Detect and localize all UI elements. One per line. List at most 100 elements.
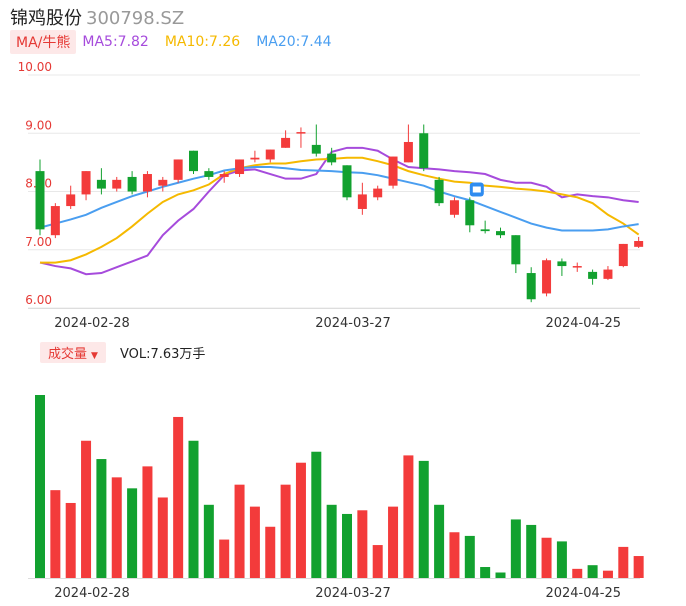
volume-bar[interactable] <box>418 460 429 578</box>
candle[interactable] <box>465 197 475 233</box>
volume-bar[interactable] <box>434 504 445 578</box>
ma-mode-button[interactable]: MA/牛熊 <box>10 30 77 54</box>
volume-bar[interactable] <box>203 504 214 578</box>
volume-value: VOL:7.63万手 <box>119 346 206 362</box>
volume-bar[interactable] <box>234 484 245 578</box>
candle-body <box>173 159 183 180</box>
volume-bar[interactable] <box>372 545 383 578</box>
volume-bar[interactable] <box>480 567 491 578</box>
candle[interactable] <box>434 176 444 207</box>
price-tick-label: 7.00 <box>25 235 52 249</box>
candle[interactable] <box>373 185 383 201</box>
candle-body <box>189 150 198 172</box>
candle-body <box>542 260 552 294</box>
volume-bar[interactable] <box>633 556 644 578</box>
candle[interactable] <box>189 150 198 175</box>
volume-bar[interactable] <box>556 541 567 578</box>
candle[interactable] <box>235 159 245 177</box>
volume-bar[interactable] <box>280 484 291 578</box>
volume-bar[interactable] <box>35 395 45 578</box>
candle[interactable] <box>96 168 106 195</box>
volume-bar[interactable] <box>188 440 199 578</box>
candle[interactable] <box>342 165 352 201</box>
volume-bar[interactable] <box>572 568 583 578</box>
volume-legend: 成交量 ▼ VOL:7.63万手 <box>40 341 206 363</box>
volume-bar[interactable] <box>81 440 92 578</box>
volume-bar[interactable] <box>111 477 122 578</box>
candle[interactable] <box>265 149 275 163</box>
volume-bar[interactable] <box>342 513 352 578</box>
candle[interactable] <box>388 156 398 189</box>
candle[interactable] <box>634 236 644 249</box>
candle[interactable] <box>480 220 490 234</box>
candle[interactable] <box>112 176 122 192</box>
candle-body <box>572 266 582 268</box>
date-tick-label: 2024-04-25 <box>545 316 621 331</box>
candle[interactable] <box>511 235 521 274</box>
candle[interactable] <box>327 147 337 166</box>
candle[interactable] <box>496 227 505 239</box>
candle-body <box>403 141 413 163</box>
volume-bar[interactable] <box>157 497 168 578</box>
volume-bar[interactable] <box>449 532 460 578</box>
candle[interactable] <box>219 171 229 183</box>
volume-bar[interactable] <box>219 539 230 578</box>
volume-bar[interactable] <box>541 537 552 578</box>
volume-bar[interactable] <box>249 506 260 578</box>
candle-body <box>588 271 598 279</box>
candle[interactable] <box>542 258 552 297</box>
volume-bar[interactable] <box>142 466 153 578</box>
dropdown-arrow-icon: ▼ <box>91 350 98 361</box>
volume-bar[interactable] <box>495 572 506 578</box>
volume-bar[interactable] <box>618 546 629 578</box>
stock-name: 锦鸡股份 <box>10 8 82 29</box>
candle[interactable] <box>557 258 567 276</box>
candle-body <box>388 156 398 186</box>
candle[interactable] <box>572 262 582 272</box>
volume-bar[interactable] <box>403 455 414 578</box>
candle[interactable] <box>250 150 260 163</box>
candle[interactable] <box>127 171 137 195</box>
volume-bar[interactable] <box>50 490 61 578</box>
candle[interactable] <box>296 127 306 148</box>
candle[interactable] <box>66 185 76 209</box>
candle[interactable] <box>526 267 536 303</box>
volume-bar[interactable] <box>295 462 306 578</box>
candle[interactable] <box>204 168 214 180</box>
candle[interactable] <box>403 124 413 163</box>
volume-bar[interactable] <box>464 535 475 578</box>
volume-bar[interactable] <box>265 526 276 578</box>
volume-bar[interactable] <box>357 510 368 578</box>
candle[interactable] <box>419 124 429 172</box>
volume-bar[interactable] <box>526 524 537 578</box>
volume-bar[interactable] <box>326 504 337 578</box>
candle[interactable] <box>81 171 91 201</box>
candle[interactable] <box>142 171 152 198</box>
volume-bar[interactable] <box>65 502 76 578</box>
candle[interactable] <box>50 203 60 239</box>
volume-bar[interactable] <box>311 451 322 578</box>
volume-bar[interactable] <box>388 506 399 578</box>
volume-indicator-button[interactable]: 成交量 ▼ <box>40 341 106 363</box>
candle[interactable] <box>618 243 628 268</box>
price-tick-label: 9.00 <box>25 118 52 132</box>
volume-bar[interactable] <box>96 459 107 578</box>
candle-body <box>603 269 613 279</box>
volume-bar[interactable] <box>173 416 184 578</box>
candle[interactable] <box>158 176 168 192</box>
candle[interactable] <box>357 182 367 215</box>
candle[interactable] <box>588 269 598 285</box>
candle[interactable] <box>311 124 321 157</box>
candle[interactable] <box>449 197 459 218</box>
candle[interactable] <box>173 159 183 183</box>
volume-bar[interactable] <box>510 519 521 578</box>
volume-bar[interactable] <box>127 488 138 578</box>
volume-bar[interactable] <box>587 565 598 578</box>
candle[interactable] <box>35 159 45 236</box>
candle-body <box>204 171 214 177</box>
candle[interactable] <box>281 130 291 148</box>
candle[interactable] <box>603 266 613 281</box>
date-tick-label: 2024-02-28 <box>54 586 130 601</box>
volume-bar[interactable] <box>602 570 613 578</box>
